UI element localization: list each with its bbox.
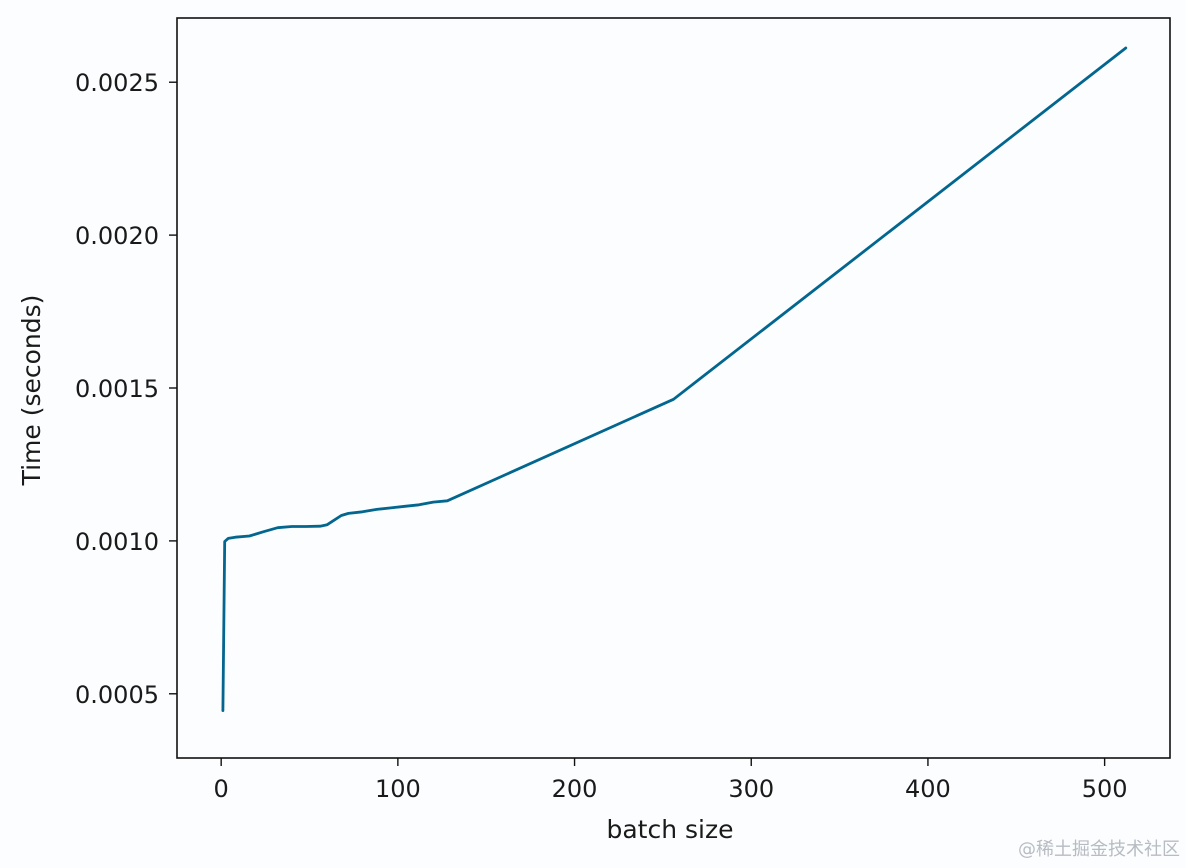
plot-frame xyxy=(176,17,1171,759)
x-axis-ticks: 0 100 200 300 400 500 xyxy=(214,758,1128,803)
series-line xyxy=(221,46,1128,712)
x-tick-label: 0 xyxy=(214,775,229,803)
x-axis-label: batch size xyxy=(606,815,733,844)
x-tick-label: 300 xyxy=(728,775,774,803)
y-axis-ticks: 0.0005 0.0010 0.0015 0.0020 0.0025 xyxy=(75,69,177,709)
x-tick-label: 100 xyxy=(375,775,421,803)
y-tick-label: 0.0025 xyxy=(75,69,159,97)
y-tick-label: 0.0015 xyxy=(75,375,159,403)
y-tick-label: 0.0005 xyxy=(75,681,159,709)
y-tick-label: 0.0010 xyxy=(75,528,159,556)
x-tick-label: 500 xyxy=(1082,775,1128,803)
x-tick-label: 400 xyxy=(905,775,951,803)
watermark: @稀土掘金技术社区 xyxy=(1018,839,1180,860)
y-tick-label: 0.0020 xyxy=(75,222,159,250)
x-tick-label: 200 xyxy=(552,775,598,803)
y-axis-label: Time (seconds) xyxy=(17,295,46,487)
